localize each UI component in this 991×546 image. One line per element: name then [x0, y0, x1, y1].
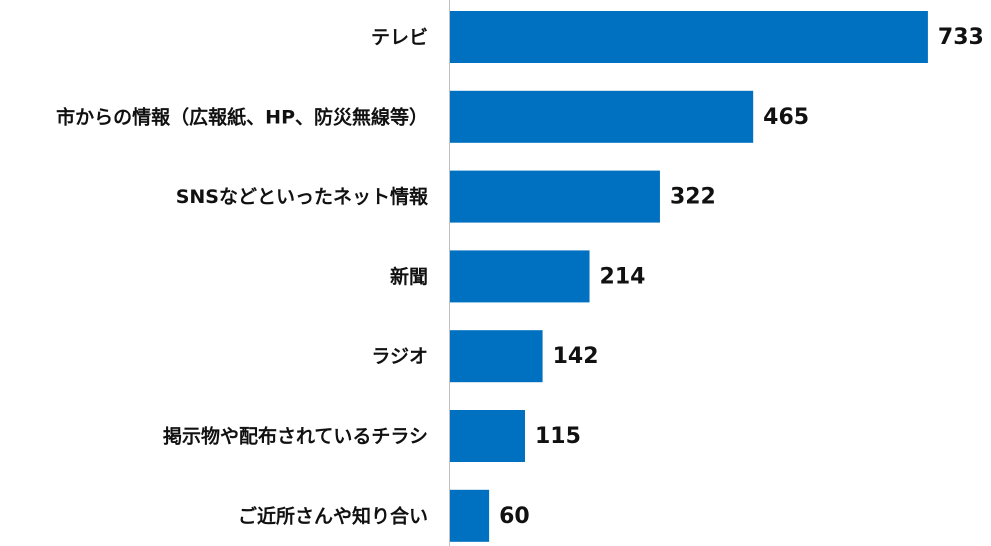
category-label: SNSなどといったネット情報	[176, 185, 429, 208]
value-label: 465	[763, 105, 809, 130]
bar	[450, 489, 490, 542]
category-label: 新聞	[390, 265, 428, 288]
bar	[450, 410, 525, 462]
bar	[450, 11, 928, 63]
bar	[450, 250, 590, 303]
bar	[450, 170, 660, 223]
value-label: 115	[535, 424, 581, 449]
category-label: 市からの情報（広報紙、HP、防災無線等）	[56, 105, 428, 128]
category-label: ご近所さんや知り合い	[238, 504, 428, 527]
bar	[450, 330, 543, 383]
value-label: 733	[938, 25, 984, 50]
value-label: 214	[600, 264, 646, 289]
value-label: 60	[499, 504, 530, 529]
category-label: テレビ	[371, 27, 428, 49]
category-label: ラジオ	[371, 346, 428, 368]
bar	[450, 90, 754, 143]
value-label: 142	[553, 344, 599, 369]
category-label: 掲示物や配布されているチラシ	[163, 425, 428, 448]
value-label: 322	[670, 185, 716, 210]
